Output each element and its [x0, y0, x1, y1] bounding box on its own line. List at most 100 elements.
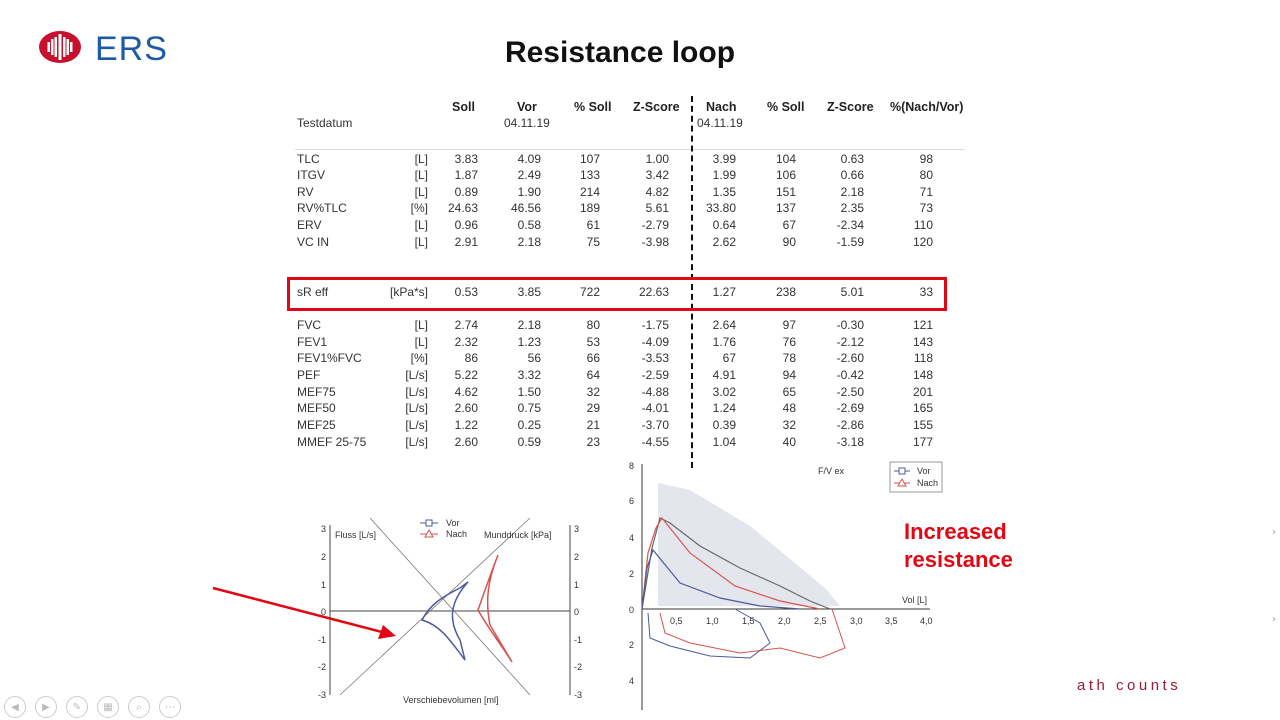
cell-param: FVC — [297, 318, 321, 332]
cell-pct: 107 — [579, 152, 600, 166]
cell-nach: 1.35 — [712, 185, 736, 199]
cell-z2: -2.86 — [836, 418, 864, 432]
cell-vor: 3.85 — [517, 285, 541, 299]
cell-pct2: 48 — [782, 401, 796, 415]
flow-volume-chart: 8 6 4 2 0 2 4 0,5 1,0 1,5 2,0 2,5 3,0 3,… — [629, 461, 943, 710]
cell-param: FEV1%FVC — [297, 351, 362, 365]
footer-tagline: ath counts — [1077, 677, 1182, 694]
cell-z: -3.98 — [641, 235, 669, 249]
edge-marker-top: › — [1272, 527, 1276, 538]
cell-pct2: 90 — [782, 235, 796, 249]
next-slide-icon[interactable]: ▶ — [35, 696, 57, 718]
fv-tick-8: 8 — [629, 461, 634, 471]
col-header-pct-soll: % Soll — [574, 100, 612, 114]
cell-pct2: 137 — [775, 201, 796, 215]
legend-nach: Nach — [446, 529, 467, 539]
cell-z2: -0.30 — [836, 318, 864, 332]
fv-tick-neg4: 4 — [629, 676, 634, 686]
cell-z2: -0.42 — [836, 368, 864, 382]
cell-z: -4.88 — [641, 385, 669, 399]
cell-ratio: 201 — [912, 385, 933, 399]
cell-param: MEF75 — [297, 385, 336, 399]
cell-ratio: 155 — [912, 418, 933, 432]
left-tick-1: 1 — [321, 580, 326, 590]
cell-soll: 5.22 — [454, 368, 478, 382]
cell-pct: 189 — [579, 201, 600, 215]
pen-icon[interactable]: ✎ — [66, 696, 88, 718]
cell-pct: 29 — [586, 401, 600, 415]
more-options-icon[interactable]: ⋯ — [159, 696, 181, 718]
ers-logo-icon — [39, 31, 81, 63]
cell-z2: -2.69 — [836, 401, 864, 415]
cell-vor: 46.56 — [510, 201, 541, 215]
cell-nach: 1.27 — [712, 285, 736, 299]
col-header-soll: Soll — [452, 100, 475, 114]
col-header-nach: Nach — [706, 100, 737, 114]
cell-pct: 75 — [586, 235, 600, 249]
fv-xtick-0-5: 0,5 — [670, 616, 683, 626]
cell-z2: -2.34 — [836, 218, 864, 232]
cell-soll: 2.32 — [454, 335, 478, 349]
fv-tick-2: 2 — [629, 569, 634, 579]
cell-nach: 1.99 — [712, 168, 736, 182]
x-axis-label: Verschiebevolumen [ml] — [403, 695, 499, 705]
cell-pct2: 65 — [782, 385, 796, 399]
cell-z: 22.63 — [638, 285, 669, 299]
right-tick-m2: -2 — [574, 662, 582, 672]
cell-soll: 1.22 — [454, 418, 478, 432]
cell-unit: [L/s] — [405, 385, 428, 399]
vor-inspiration-series — [647, 608, 771, 659]
cell-ratio: 148 — [912, 368, 933, 382]
guide-line-b — [369, 517, 531, 696]
cell-z: -2.79 — [641, 218, 669, 232]
cell-unit: [L] — [414, 168, 428, 182]
fv-xtick-1-0: 1,0 — [706, 616, 719, 626]
cell-unit: [L] — [414, 152, 428, 166]
cell-ratio: 110 — [913, 218, 933, 232]
fv-xtick-2-5: 2,5 — [814, 616, 827, 626]
vor-expiration-series — [641, 548, 801, 610]
cell-vor: 56 — [527, 351, 541, 365]
predicted-band — [658, 483, 840, 606]
increased-resistance-annotation: Increased resistance — [904, 518, 1013, 574]
cell-vor: 0.58 — [517, 218, 541, 232]
col-header-z-score-2: Z-Score — [827, 100, 874, 114]
slides-grid-icon[interactable]: ▦ — [97, 696, 119, 718]
annotation-line-1: Increased — [904, 519, 1007, 544]
cell-ratio: 120 — [912, 235, 933, 249]
cell-z: -4.09 — [641, 335, 669, 349]
cell-pct: 133 — [579, 168, 600, 182]
cell-soll: 0.53 — [454, 285, 478, 299]
cell-param: MEF50 — [297, 401, 336, 415]
cell-pct2: 238 — [775, 285, 796, 299]
fv-chart-title: F/V ex — [818, 466, 845, 476]
cell-vor: 0.75 — [517, 401, 541, 415]
table-separator — [295, 149, 965, 150]
right-tick-0: 0 — [574, 607, 579, 617]
zoom-icon[interactable]: ⌕ — [128, 696, 150, 718]
previous-slide-icon[interactable]: ◀ — [4, 696, 26, 718]
cell-pct2: 151 — [775, 185, 796, 199]
cell-pct: 722 — [579, 285, 600, 299]
cell-pct: 61 — [586, 218, 600, 232]
cell-unit: [%] — [410, 201, 428, 215]
cell-vor: 2.18 — [517, 318, 541, 332]
cell-soll: 2.91 — [454, 235, 478, 249]
vor-legend-marker — [425, 519, 433, 527]
cell-soll: 86 — [464, 351, 478, 365]
cell-soll: 24.63 — [447, 201, 478, 215]
predicted-curve — [641, 517, 831, 610]
cell-unit: [L] — [414, 335, 428, 349]
fv-xtick-3-0: 3,0 — [850, 616, 863, 626]
cell-vor: 3.32 — [517, 368, 541, 382]
cell-z2: 5.01 — [840, 285, 864, 299]
cell-pct2: 106 — [775, 168, 796, 182]
left-tick-m3: -3 — [318, 690, 326, 700]
testdatum-label: Testdatum — [297, 116, 353, 130]
cell-pct2: 104 — [775, 152, 796, 166]
cell-pct2: 32 — [782, 418, 796, 432]
col-header-z-score: Z-Score — [633, 100, 680, 114]
cell-param: ITGV — [297, 168, 326, 182]
cell-ratio: 33 — [919, 285, 933, 299]
cell-z: 3.42 — [645, 168, 669, 182]
